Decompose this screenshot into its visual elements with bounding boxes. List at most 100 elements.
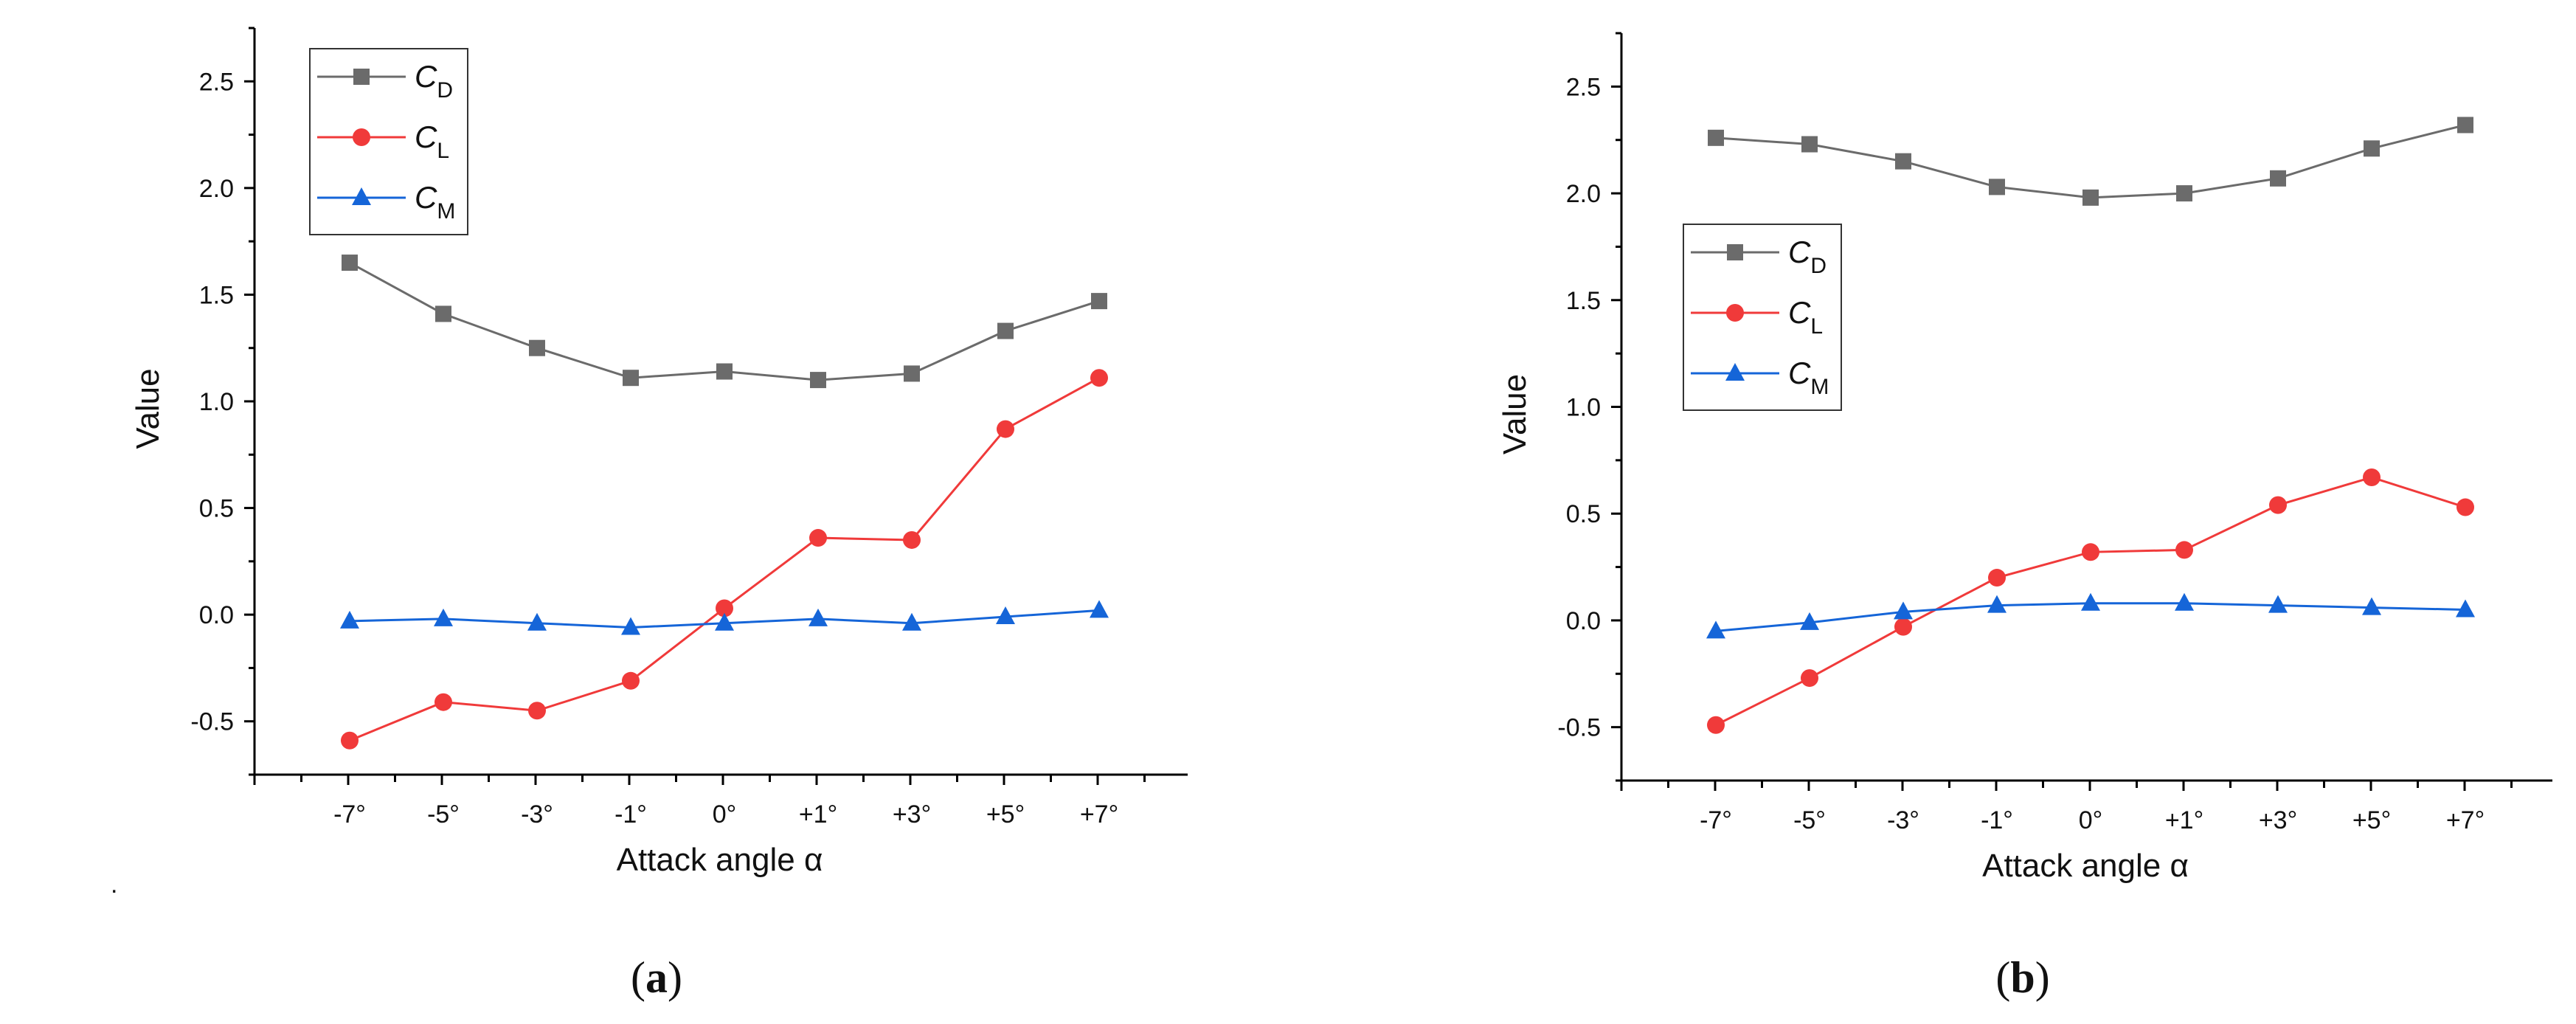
x-tick-label: -1°: [614, 800, 647, 828]
chart-panel-b: -0.5 0.0 0.5 1.0 1.5 2.0 2.5 -7° -5° -3° -1° 0° +1° +…: [1497, 32, 2552, 884]
legend-marker: [1727, 244, 1743, 260]
data-point: [810, 372, 826, 389]
data-point: [2176, 185, 2192, 202]
data-point: [2175, 592, 2194, 611]
data-point: [342, 255, 358, 271]
series-M: [340, 600, 1109, 635]
x-tick-label: +7°: [2446, 806, 2485, 834]
legend-subscript: D: [437, 78, 453, 103]
x-tick-label: +7°: [1080, 800, 1118, 828]
y-tick-label: -0.5: [1557, 714, 1601, 742]
x-tick-label: +3°: [893, 800, 931, 828]
data-point: [2364, 140, 2380, 157]
data-point: [1894, 601, 1913, 620]
caption-a-letter: a: [645, 953, 668, 1002]
y-tick-label: 2.5: [1566, 73, 1601, 101]
legend-marker: [353, 128, 370, 146]
data-point: [903, 530, 921, 549]
data-point: [997, 322, 1014, 339]
data-point: [1894, 617, 1912, 636]
data-point: [809, 608, 828, 626]
data-point: [1091, 293, 1107, 310]
series-D: [342, 255, 1107, 389]
data-point: [1706, 620, 1725, 639]
y-tick-label: -0.5: [190, 708, 234, 736]
data-point: [996, 606, 1015, 625]
series-M: [1706, 592, 2475, 639]
data-point: [528, 702, 546, 720]
data-point: [2269, 496, 2287, 514]
legend-marker: [353, 69, 370, 85]
y-tick-label: 0.0: [1566, 607, 1601, 635]
data-point: [435, 305, 451, 322]
y-tick-label: 2.0: [199, 175, 234, 203]
data-point: [2270, 170, 2286, 187]
legend-box: [309, 48, 468, 235]
data-point: [2081, 592, 2100, 611]
data-point: [527, 612, 547, 631]
data-point: [621, 617, 640, 635]
x-tick-label: +5°: [2352, 806, 2391, 834]
data-point: [2175, 541, 2193, 559]
data-point: [434, 693, 452, 711]
data-point: [1801, 669, 1818, 688]
series-D: [1708, 117, 2473, 206]
data-point: [623, 370, 639, 387]
y-axis-title: Value: [1497, 374, 1533, 454]
legend-box: [1683, 224, 1842, 411]
x-tick-label: -1°: [1981, 806, 2013, 834]
x-tick-label: -5°: [427, 800, 460, 828]
data-point: [1895, 153, 1911, 170]
data-point: [1090, 369, 1108, 387]
y-tick-label: 1.5: [1566, 287, 1601, 315]
legend-marker: [352, 187, 371, 205]
chart-panel-a: -0.5 0.0 0.5 1.0 1.5 2.0 2.5 -7° -5° -3° -1° 0° +1° +…: [130, 27, 1188, 878]
x-tick-label: -7°: [333, 800, 366, 828]
legend-marker: [1726, 304, 1744, 322]
data-point: [1989, 179, 2005, 196]
legend-subscript: L: [1810, 314, 1823, 339]
data-point: [2268, 595, 2288, 613]
data-point: [1708, 129, 1724, 146]
data-point: [902, 612, 921, 631]
data-point: [340, 610, 359, 629]
legend-subscript: M: [437, 199, 455, 224]
data-point: [2363, 468, 2381, 487]
data-point: [716, 599, 733, 617]
y-tick-label: 1.0: [1566, 394, 1601, 422]
data-point: [809, 529, 827, 547]
y-tick-label: 2.5: [199, 68, 234, 96]
y-tick-label: 1.5: [199, 281, 234, 309]
x-tick-label: -7°: [1700, 806, 1732, 834]
x-tick-label: +3°: [2259, 806, 2297, 834]
stray-dot: .: [111, 871, 117, 899]
data-point: [1987, 595, 2007, 613]
series-line: [1715, 123, 2466, 199]
data-point: [904, 365, 920, 382]
data-point: [716, 363, 733, 380]
data-point: [2456, 498, 2474, 516]
y-tick-label: 0.5: [199, 495, 234, 523]
data-point: [622, 671, 640, 690]
caption-b: (b): [1995, 953, 2049, 1002]
legend-subscript: M: [1810, 375, 1829, 399]
data-point: [1800, 612, 1819, 630]
x-tick-label: +5°: [986, 800, 1025, 828]
data-point: [2456, 599, 2475, 617]
y-tick-label: 0.0: [199, 601, 234, 629]
legend-marker: [1725, 363, 1745, 381]
x-axis-title: Attack angle α: [1982, 848, 2189, 884]
x-axis-title: Attack angle α: [617, 842, 823, 878]
x-tick-label: 0°: [2079, 806, 2103, 834]
data-point: [1707, 716, 1725, 734]
data-point: [1090, 600, 1109, 618]
x-tick-label: -3°: [1887, 806, 1919, 834]
series-line: [349, 261, 1100, 381]
series-L: [1707, 468, 2474, 734]
y-axis-title: Value: [130, 368, 166, 449]
data-point: [2082, 189, 2099, 206]
y-tick-label: 2.0: [1566, 180, 1601, 208]
